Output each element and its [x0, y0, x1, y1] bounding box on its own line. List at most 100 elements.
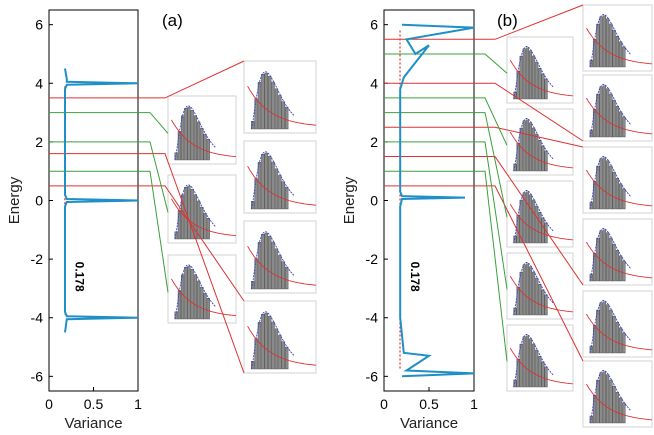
green-leader-line	[49, 170, 169, 293]
green-leader-line	[384, 97, 508, 146]
histogram-bar	[525, 263, 529, 316]
histogram-bar	[200, 128, 204, 161]
histogram-bar	[261, 73, 265, 130]
histogram-bar	[254, 258, 258, 290]
fit-curve	[513, 334, 554, 388]
histogram-bar	[525, 191, 529, 244]
histogram-bar	[268, 156, 272, 210]
histogram-bar	[602, 229, 606, 282]
red-leader-line	[384, 4, 584, 40]
inset-histogram	[506, 180, 574, 248]
histogram-bar	[612, 243, 616, 282]
histogram-bar	[285, 266, 289, 290]
histogram-bar	[612, 99, 616, 138]
fit-curve	[589, 370, 632, 424]
histogram-bar	[193, 274, 198, 320]
y-axis-label: Energy	[341, 176, 358, 224]
inset-histogram	[167, 95, 237, 165]
reference-curve	[247, 325, 317, 366]
histogram-bar	[599, 16, 603, 68]
histogram-bar	[187, 185, 191, 240]
variance-value-annotation: 0.178	[73, 262, 87, 292]
histogram-bar	[538, 212, 542, 244]
x-tick-label: 0.5	[419, 396, 439, 412]
histogram-bar	[519, 55, 523, 100]
inset-histogram	[506, 252, 574, 320]
green-leader-line	[49, 112, 169, 134]
fit-curve	[513, 46, 554, 100]
histogram-bar	[285, 346, 289, 370]
histogram-bar	[522, 120, 526, 172]
x-tick-label: 0	[380, 396, 388, 412]
histogram-bar	[606, 160, 610, 210]
red-leader-line	[384, 82, 584, 142]
green-leader-line	[384, 53, 508, 74]
histogram-bar	[592, 253, 597, 282]
histogram-bar	[285, 106, 289, 130]
histogram-bar	[592, 395, 597, 424]
histogram-bar	[268, 236, 272, 290]
y-tick-label: 6	[370, 17, 378, 33]
histogram-bar	[535, 205, 539, 244]
histogram-bar	[592, 39, 597, 68]
panel-label: (b)	[497, 11, 518, 30]
histogram-bar	[535, 349, 539, 388]
histogram-bar	[203, 133, 207, 161]
histogram-bar	[535, 133, 539, 172]
y-tick-label: -6	[31, 368, 44, 384]
histogram-bar	[541, 145, 545, 172]
histogram-bar	[599, 86, 603, 138]
inset-histogram	[167, 254, 237, 324]
histogram-bar	[596, 379, 600, 424]
inset-histogram	[167, 174, 237, 244]
histogram-bar	[541, 361, 545, 388]
histogram-bar	[615, 250, 619, 282]
fit-curve	[589, 84, 632, 138]
histogram-bar	[599, 302, 603, 354]
histogram-bar	[592, 325, 597, 354]
fit-curve	[513, 190, 554, 244]
y-tick-label: 0	[370, 193, 378, 209]
histogram-bar	[516, 287, 520, 316]
histogram-bar	[254, 338, 258, 370]
inset-histogram	[243, 220, 317, 294]
histogram-bar	[264, 152, 268, 210]
histogram-bar	[184, 267, 188, 320]
histogram-bar	[177, 131, 181, 161]
fit-curve	[589, 228, 632, 282]
histogram-bar	[541, 73, 545, 100]
histogram-bar	[599, 372, 603, 424]
histogram-bar	[622, 188, 626, 210]
variance-value-annotation: 0.178	[408, 262, 422, 292]
y-tick-label: 2	[35, 134, 43, 150]
histogram-bar	[516, 71, 520, 100]
histogram-bar	[190, 189, 194, 240]
panel-label: (a)	[162, 11, 183, 30]
histogram-bar	[619, 111, 623, 138]
histogram-bar	[602, 85, 606, 138]
histogram-bar	[200, 287, 204, 320]
histogram-bar	[184, 108, 188, 161]
histogram-bar	[609, 309, 613, 354]
histogram-bar	[281, 261, 285, 290]
histogram-bar	[606, 88, 610, 138]
red-leader-line	[49, 153, 245, 374]
histogram-bar	[609, 165, 613, 210]
histogram-bar	[606, 304, 610, 354]
inset-histogram	[582, 290, 653, 358]
histogram-bar	[544, 294, 548, 316]
histogram-bar	[264, 72, 268, 130]
reference-curve	[586, 383, 653, 421]
histogram-bar	[532, 199, 536, 244]
histogram-bar	[278, 335, 282, 370]
histogram-bar	[181, 274, 185, 320]
histogram-bar	[516, 143, 520, 172]
histogram-bar	[622, 260, 626, 282]
histogram-bar	[606, 232, 610, 282]
inset-histogram	[243, 60, 317, 134]
green-leader-line	[49, 141, 169, 213]
y-tick-label: -4	[31, 310, 44, 326]
histogram-bar	[596, 93, 600, 138]
histogram-bar	[592, 109, 597, 138]
histogram-bar	[274, 328, 279, 370]
